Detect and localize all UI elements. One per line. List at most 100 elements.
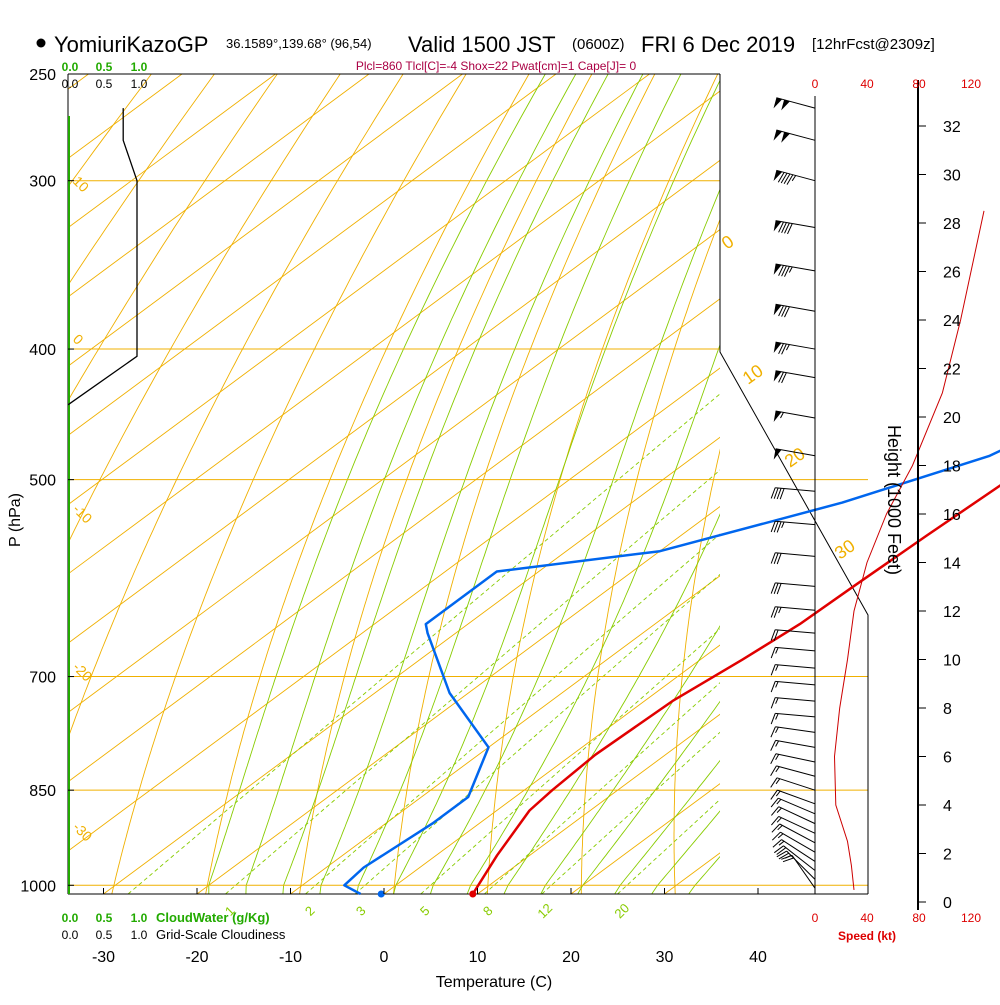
wind-barb-staff	[775, 727, 815, 733]
wind-barb-feather	[771, 740, 776, 750]
y-tick-label: 1000	[20, 878, 56, 895]
dry-adiabat-label: -20	[70, 659, 96, 685]
height-tick-label: 28	[943, 216, 961, 233]
mixing-ratio-line	[421, 356, 1000, 894]
height-tick-label: 20	[943, 410, 961, 427]
isotherm-line	[665, 74, 1000, 894]
wind-barb	[771, 681, 815, 692]
dry-adiabat-label: 30	[831, 535, 859, 563]
wind-barb-feather	[773, 840, 782, 848]
wind-barb-staff	[775, 607, 815, 611]
speed-tick-bottom: 80	[912, 911, 926, 925]
speed-tick-top: 40	[860, 77, 874, 91]
wind-barb-flag	[774, 98, 783, 109]
wind-barb	[774, 170, 816, 184]
wind-barb-feather	[777, 851, 787, 857]
wind-barb	[771, 754, 815, 764]
zulu-time: (0600Z)	[572, 36, 625, 53]
wind-barb	[771, 647, 815, 658]
wind-barb	[774, 130, 816, 143]
speed-tick-bottom: 40	[860, 911, 874, 925]
y-tick-label: 850	[29, 783, 56, 800]
wind-barb-feather	[771, 766, 777, 776]
dry-adiabat-line	[851, 74, 970, 894]
wind-barb	[774, 221, 815, 234]
cloudiness-tick-top: 0.0	[62, 77, 79, 91]
x-tick-label: 30	[656, 949, 674, 966]
moist-adiabat-line	[689, 74, 1000, 894]
dry-adiabat-label: -30	[70, 819, 96, 845]
dry-adiabat-label: 10	[70, 173, 92, 195]
wind-barb-feather	[772, 824, 780, 832]
wind-barb-feather	[771, 681, 775, 692]
y-tick-label: 300	[29, 174, 56, 191]
mixing-ratio-label: 20	[611, 900, 632, 921]
moist-adiabat-line	[504, 74, 888, 894]
height-tick-label: 32	[943, 119, 961, 136]
height-tick-label: 0	[943, 895, 952, 912]
wind-barb-feather	[771, 807, 778, 816]
x-tick-label: 40	[749, 949, 767, 966]
wind-barb-half-feather	[779, 607, 782, 613]
height-tick-label: 12	[943, 604, 961, 621]
height-tick-label: 10	[943, 653, 961, 670]
wind-barb	[781, 855, 815, 888]
mixing-ratio-line	[226, 356, 854, 894]
moist-adiabat-line	[394, 74, 723, 894]
x-tick-label: -30	[92, 949, 115, 966]
wind-barb	[774, 264, 815, 277]
isotherm-line	[478, 74, 1000, 894]
isotherm-line	[197, 74, 1000, 894]
isotherm-line	[0, 74, 930, 894]
cloudwater-tick-bottom: 0.5	[96, 911, 113, 925]
surface-temperature-marker	[469, 891, 476, 898]
wind-barb-half-feather	[777, 799, 781, 804]
wind-barb-feather	[771, 778, 777, 788]
cloudwater-tick-bottom: 0.0	[62, 911, 79, 925]
moist-adiabat-line	[246, 74, 576, 894]
wind-barb-staff	[778, 798, 815, 814]
speed-tick-top: 80	[912, 77, 926, 91]
station-coords: 36.1589°,139.68° (96,54)	[226, 36, 372, 51]
wind-barb-staff	[776, 740, 815, 747]
height-tick-label: 4	[943, 798, 952, 815]
y-tick-label: 250	[29, 67, 56, 84]
moist-adiabat-line	[467, 74, 825, 894]
wind-barb-half-feather	[789, 267, 792, 273]
wind-barb-staff	[775, 698, 815, 702]
cloudiness-tick-bottom: 1.0	[131, 928, 148, 942]
wind-barb-feather	[771, 665, 775, 676]
wind-barb-half-feather	[776, 665, 779, 671]
wind-barb-half-feather	[782, 522, 785, 528]
forecast-info: [12hrFcst@2309z]	[812, 36, 935, 53]
isotherm-line	[852, 74, 1000, 894]
wind-barb-half-feather	[776, 791, 780, 796]
wind-barb	[774, 304, 815, 317]
wind-barb-staff	[775, 665, 815, 669]
dry-adiabat-line	[581, 74, 780, 894]
wind-barb-feather	[771, 698, 775, 709]
wind-barb-staff	[775, 630, 815, 633]
dry-adiabat-line	[394, 74, 655, 894]
moist-adiabat-line	[726, 74, 1000, 894]
mixing-ratio-line	[306, 356, 927, 894]
wind-barb	[771, 790, 815, 804]
cloudwater-tick-top: 0.5	[96, 60, 113, 74]
wind-barb-feather	[774, 846, 783, 853]
mixing-ratio-label: 2	[302, 903, 318, 919]
height-tick-label: 14	[943, 556, 961, 573]
wind-barb	[774, 371, 815, 383]
speed-tick-bottom: 120	[961, 911, 981, 925]
cloudwater-tick-top: 0.0	[62, 60, 79, 74]
dry-adiabat-label: 0	[70, 331, 87, 348]
wind-barb-staff	[775, 713, 815, 717]
cloudiness-label: Grid-Scale Cloudiness	[156, 927, 286, 942]
isotherm-line	[0, 74, 182, 894]
x-tick-label: 0	[380, 949, 389, 966]
wind-barb-staff	[776, 98, 815, 108]
wind-barb-feather	[772, 832, 780, 840]
mixing-ratio-line	[484, 356, 1000, 894]
